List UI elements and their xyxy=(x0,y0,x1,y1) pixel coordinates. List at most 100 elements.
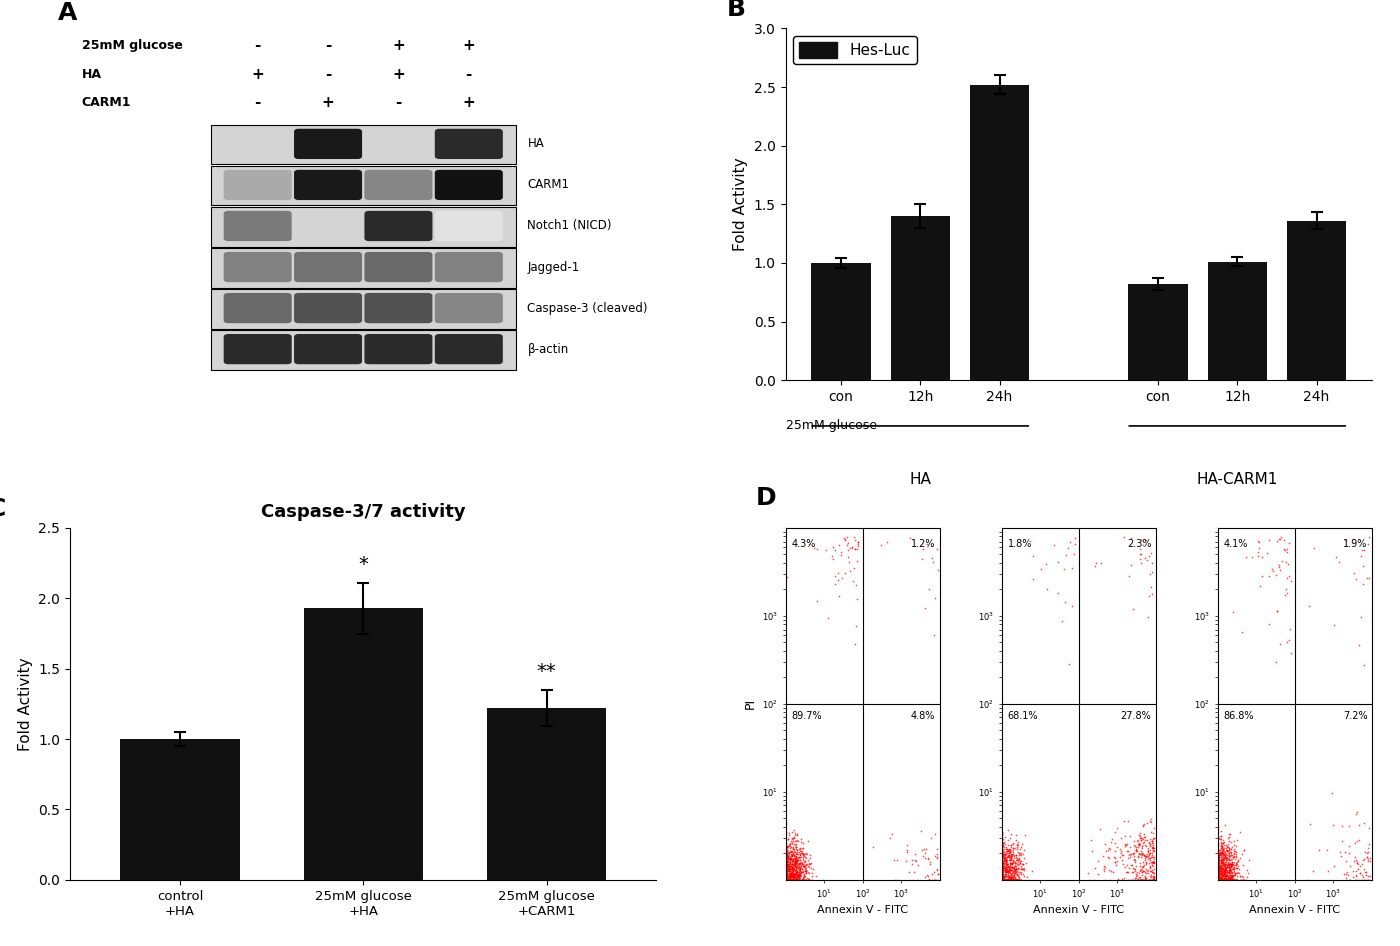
Point xyxy=(911,541,934,556)
Point xyxy=(990,863,1012,878)
Point xyxy=(1001,842,1023,857)
Point xyxy=(1208,872,1231,887)
Point xyxy=(781,835,804,850)
Point xyxy=(787,872,809,887)
Point xyxy=(995,861,1018,876)
Point xyxy=(783,866,805,881)
Point xyxy=(1208,872,1231,887)
Point xyxy=(1127,849,1149,864)
Point xyxy=(1207,872,1229,887)
Point xyxy=(776,869,798,885)
Point xyxy=(1207,872,1229,887)
Point xyxy=(1247,549,1270,564)
Point xyxy=(1225,872,1247,887)
Point xyxy=(1207,851,1229,867)
Point xyxy=(1133,832,1155,847)
Point xyxy=(1218,872,1240,887)
Point xyxy=(776,857,798,872)
Point xyxy=(1207,870,1229,885)
Point xyxy=(1207,822,1229,837)
X-axis label: Annexin V - FITC: Annexin V - FITC xyxy=(1033,905,1124,916)
Point xyxy=(1207,865,1229,880)
Point xyxy=(799,872,822,887)
Point xyxy=(1007,872,1029,887)
Point xyxy=(776,867,798,882)
Point xyxy=(1331,833,1354,849)
Point xyxy=(784,863,806,878)
Point xyxy=(1212,872,1235,887)
Point xyxy=(1210,867,1232,882)
Point xyxy=(993,871,1015,886)
Point xyxy=(990,835,1012,850)
Point xyxy=(1219,862,1242,877)
Point xyxy=(990,872,1012,887)
Point xyxy=(1246,545,1268,560)
Point xyxy=(787,857,809,872)
Point xyxy=(774,872,797,887)
Point xyxy=(792,847,815,862)
Point xyxy=(1212,872,1235,887)
Point xyxy=(780,872,802,887)
Point xyxy=(994,867,1016,882)
Point xyxy=(1106,840,1128,855)
Point xyxy=(1000,827,1022,842)
Point xyxy=(990,872,1012,887)
Point xyxy=(1119,839,1141,854)
Point xyxy=(994,868,1016,884)
Point xyxy=(1210,840,1232,855)
Point xyxy=(1221,871,1243,886)
Point xyxy=(1211,844,1233,859)
Point xyxy=(1110,852,1133,867)
Point xyxy=(1135,870,1158,885)
Point xyxy=(1140,867,1162,883)
Point xyxy=(1134,852,1156,867)
Point xyxy=(774,850,797,866)
Point xyxy=(990,826,1012,841)
Point xyxy=(1130,872,1152,887)
Point xyxy=(991,872,1014,887)
Point xyxy=(1211,838,1233,853)
Point xyxy=(778,866,801,881)
Point xyxy=(1207,872,1229,887)
Point xyxy=(1008,872,1030,887)
Point xyxy=(1207,872,1229,887)
Point xyxy=(1207,862,1229,877)
Point xyxy=(1105,850,1127,866)
Text: 4.8%: 4.8% xyxy=(911,710,935,721)
Point xyxy=(780,872,802,887)
FancyBboxPatch shape xyxy=(364,211,433,241)
Point xyxy=(791,855,813,870)
Point xyxy=(1221,856,1243,871)
Point xyxy=(997,832,1019,848)
Point xyxy=(990,866,1012,881)
Text: β-actin: β-actin xyxy=(528,342,568,356)
Point xyxy=(1215,860,1238,875)
Point xyxy=(1277,556,1299,571)
Point xyxy=(1124,870,1147,885)
Point xyxy=(896,844,918,859)
Point xyxy=(1131,831,1154,846)
Point xyxy=(1127,837,1149,852)
Point xyxy=(1207,872,1229,887)
Point xyxy=(1035,556,1057,571)
Point xyxy=(1004,849,1026,864)
Point xyxy=(1222,857,1245,872)
Point xyxy=(781,865,804,880)
Point xyxy=(1210,859,1232,874)
Point xyxy=(1000,843,1022,858)
Point xyxy=(783,855,805,870)
Point xyxy=(1219,870,1242,885)
Point xyxy=(993,858,1015,873)
Point xyxy=(1008,872,1030,887)
Point xyxy=(774,872,797,887)
Point xyxy=(1207,872,1229,887)
Point xyxy=(1350,858,1372,873)
Point xyxy=(1221,872,1243,887)
Point xyxy=(1217,872,1239,887)
Point xyxy=(1009,855,1032,870)
Point xyxy=(1141,844,1163,859)
Point xyxy=(1002,841,1025,856)
Point xyxy=(1130,832,1152,848)
Point xyxy=(1215,872,1238,887)
Point xyxy=(1001,866,1023,881)
